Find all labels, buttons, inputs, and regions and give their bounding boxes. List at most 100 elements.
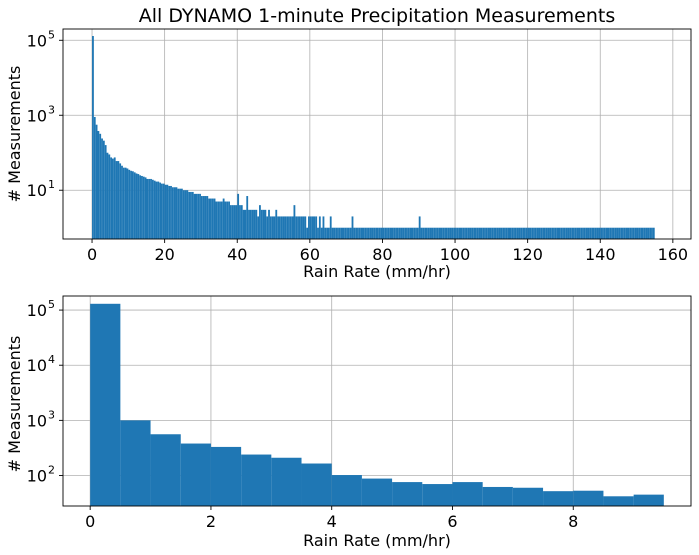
- top-histogram-bar: [442, 227, 445, 239]
- top-histogram-bar: [393, 227, 396, 239]
- top-histogram-bar: [311, 216, 314, 239]
- top-histogram-bar: [217, 201, 220, 239]
- top-histogram-bar: [491, 227, 494, 239]
- top-histogram-bar: [473, 227, 476, 239]
- top-histogram-bar: [373, 227, 376, 239]
- top-histogram-bar: [594, 227, 597, 239]
- top-histogram-bar: [641, 227, 644, 239]
- top-histogram-bar: [536, 227, 539, 239]
- top-histogram-bar: [493, 227, 495, 239]
- top-histogram-bar: [375, 227, 377, 239]
- top-histogram-bar: [514, 227, 517, 239]
- top-histogram-bar: [562, 227, 564, 239]
- top-histogram-bar: [162, 183, 165, 239]
- top-x-tick-label: 120: [512, 245, 543, 264]
- top-histogram-bar: [286, 216, 289, 239]
- top-histogram-bar: [320, 227, 323, 239]
- top-histogram-bar: [409, 227, 412, 239]
- top-histogram-bar: [367, 227, 370, 239]
- top-histogram-bar: [153, 180, 156, 239]
- top-histogram-bar: [547, 227, 550, 239]
- top-histogram-bar: [95, 124, 98, 239]
- top-histogram-bar: [297, 216, 299, 239]
- top-histogram-bar: [460, 227, 463, 239]
- top-histogram-bar: [97, 131, 100, 239]
- bottom-y-tick-label: 10: [27, 411, 47, 430]
- bottom-y-tick-label: 10: [27, 301, 47, 320]
- top-histogram-bar: [306, 227, 309, 239]
- top-histogram-bar: [168, 185, 171, 239]
- top-histogram-bar: [558, 227, 561, 239]
- top-histogram-bar: [534, 227, 537, 239]
- top-histogram-bar: [351, 216, 354, 239]
- top-histogram-bar: [513, 227, 515, 239]
- top-histogram-bar: [113, 157, 116, 239]
- top-histogram-bar: [144, 177, 147, 239]
- top-histogram-bar: [527, 227, 530, 239]
- top-histogram-bar: [398, 227, 401, 239]
- top-histogram-bar: [161, 183, 163, 239]
- top-histogram-bar: [609, 227, 612, 239]
- top-histogram-bar: [585, 227, 588, 239]
- bottom-histogram-bar: [150, 434, 181, 506]
- bottom-xaxis-label: Rain Rate (mm/hr): [303, 531, 451, 550]
- top-histogram-bar: [155, 181, 158, 239]
- top-histogram-bar: [239, 205, 241, 239]
- top-histogram-bar: [128, 169, 131, 239]
- top-histogram-bar: [449, 227, 452, 239]
- top-histogram-bar: [538, 227, 541, 239]
- top-histogram-bar: [180, 188, 183, 239]
- top-y-tick-label: 10: [27, 181, 47, 200]
- top-histogram-bar: [213, 198, 216, 239]
- top-histogram-bar: [426, 227, 428, 239]
- top-histogram-bar: [651, 227, 653, 239]
- top-histogram-bar: [112, 158, 114, 239]
- top-x-tick-label: 140: [585, 245, 616, 264]
- top-histogram-bar: [620, 227, 623, 239]
- top-histogram-bar: [464, 227, 466, 239]
- top-histogram-bar: [190, 191, 192, 239]
- top-histogram-bar: [229, 205, 232, 239]
- top-histogram-bar: [110, 157, 113, 239]
- top-histogram-bar: [396, 227, 399, 239]
- top-histogram-bar: [117, 161, 120, 239]
- top-x-tick-label: 60: [300, 245, 320, 264]
- top-histogram-bar: [177, 188, 180, 239]
- top-histogram-bar: [355, 227, 358, 239]
- top-histogram-bar: [315, 216, 318, 239]
- top-histogram-bar: [289, 216, 292, 239]
- top-histogram-bar: [266, 216, 269, 239]
- top-histogram-bar: [487, 227, 490, 239]
- top-histogram-bar: [480, 227, 483, 239]
- bottom-y-tick-exponent: 5: [48, 298, 55, 311]
- top-histogram-bar: [193, 193, 196, 239]
- top-histogram-bar: [237, 193, 240, 239]
- top-histogram-bar: [264, 209, 267, 239]
- top-histogram-bar: [317, 227, 319, 239]
- top-histogram-bar: [119, 163, 122, 239]
- top-histogram-bar: [342, 227, 345, 239]
- top-y-tick-exponent: 3: [48, 103, 55, 116]
- top-histogram-bar: [215, 201, 218, 239]
- top-histogram-bar: [436, 227, 439, 239]
- top-histogram-bar: [645, 227, 648, 239]
- top-histogram-bar: [458, 227, 461, 239]
- top-histogram-bar: [338, 227, 341, 239]
- top-histogram-bar: [580, 227, 583, 239]
- bottom-histogram-bar: [331, 475, 362, 506]
- top-histogram-bar: [391, 227, 394, 239]
- top-histogram-bar: [244, 209, 247, 239]
- top-histogram-bar: [346, 227, 348, 239]
- top-histogram-bar: [627, 227, 630, 239]
- top-histogram-bar: [384, 227, 387, 239]
- top-histogram-bar: [308, 216, 310, 239]
- top-histogram-bar: [494, 227, 497, 239]
- top-histogram-bar: [331, 227, 334, 239]
- top-histogram-bar: [611, 227, 613, 239]
- top-histogram-bar: [326, 227, 328, 239]
- top-histogram-bar: [632, 227, 635, 239]
- top-histogram-bar: [556, 227, 559, 239]
- top-histogram-bar: [545, 227, 548, 239]
